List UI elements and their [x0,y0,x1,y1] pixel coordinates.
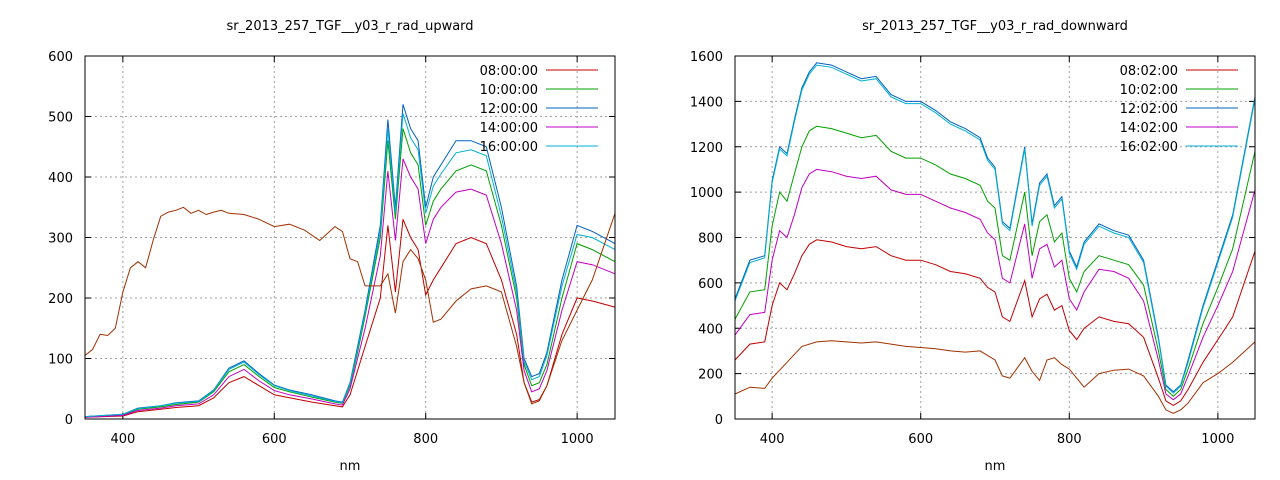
series-line-5 [84,206,616,405]
x-tick-label: 600 [908,432,933,447]
x-tick-label: 1000 [1201,432,1234,447]
x-tick-label: 800 [1057,432,1082,447]
legend-label: 08:02:00 [1120,64,1178,79]
y-tick-label: 500 [48,111,73,126]
y-tick-label: 1600 [690,50,723,65]
legend-label: 12:00:00 [480,102,538,117]
legend-label: 14:02:00 [1120,121,1178,136]
legend-label: 12:02:00 [1120,102,1178,117]
y-tick-label: 300 [48,232,73,247]
x-axis-label: nm [985,459,1006,474]
plot-frame [734,55,1256,420]
y-tick-label: 400 [48,171,73,186]
series-line-5 [734,340,1256,414]
series-line-1 [84,128,616,418]
series-line-2 [84,104,616,418]
legend-label: 10:00:00 [480,83,538,98]
x-axis-label: nm [340,459,361,474]
y-tick-label: 0 [65,413,73,428]
y-tick-label: 0 [715,413,723,428]
series-line-3 [734,168,1256,401]
x-tick-label: 400 [760,432,785,447]
y-tick-label: 200 [48,292,73,307]
legend-label: 16:02:00 [1120,140,1178,155]
x-tick-label: 800 [413,432,438,447]
chart-title: sr_2013_257_TGF__y03_r_rad_downward [862,19,1128,34]
plot-frame [84,55,616,420]
y-tick-label: 1200 [690,141,723,156]
series-line-4 [84,113,616,418]
series-line-4 [734,64,1256,394]
x-tick-label: 400 [110,432,135,447]
legend-label: 14:00:00 [480,121,538,136]
legend-label: 08:00:00 [480,64,538,79]
legend-label: 10:02:00 [1120,83,1178,98]
y-tick-label: 600 [698,277,723,292]
legend-label: 16:00:00 [480,140,538,155]
x-tick-label: 1000 [561,432,594,447]
chart-title: sr_2013_257_TGF__y03_r_rad_upward [226,19,473,34]
y-tick-label: 400 [698,322,723,337]
series-line-3 [84,158,616,418]
x-tick-label: 600 [262,432,287,447]
downward-chart-panel: 400 600 800 1000 0 200 400 600 800 1000 1200 1400 16… [690,19,1256,474]
series-line-0 [734,239,1256,406]
y-tick-label: 800 [698,232,723,247]
y-tick-label: 1000 [690,186,723,201]
y-tick-label: 200 [698,368,723,383]
y-tick-label: 1400 [690,95,723,110]
y-tick-label: 100 [48,353,73,368]
y-tick-label: 600 [48,50,73,65]
upward-chart-panel: 400 600 800 1000 0 100 200 300 400 500 600 sr_2013_… [48,19,616,474]
series-line-1 [734,125,1256,397]
